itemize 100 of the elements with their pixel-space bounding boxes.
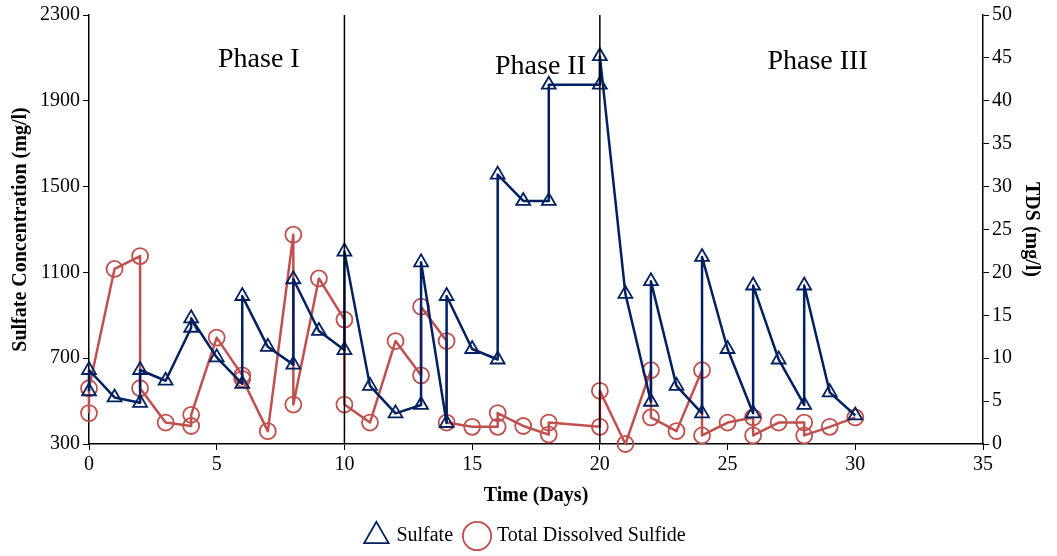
point: [182, 405, 201, 424]
y2-tick-label: 35: [992, 130, 1012, 153]
point: [514, 417, 533, 435]
y2-tick-label: 5: [992, 388, 1002, 411]
point: [259, 337, 276, 352]
point: [694, 248, 710, 262]
y2-tick-label: 50: [992, 2, 1012, 25]
y2-tick-label: 15: [992, 302, 1012, 325]
y-tick-label: 1900: [40, 88, 80, 111]
x-tick-label: 10: [334, 452, 355, 475]
point: [769, 413, 788, 432]
point: [309, 269, 328, 288]
point: [336, 341, 353, 355]
point: [616, 435, 635, 453]
y-tick-label: 1100: [40, 259, 80, 282]
x-tick-label: 5: [211, 452, 222, 475]
point: [234, 287, 251, 301]
point: [131, 379, 149, 398]
y2-axis-title: TDS (mg/l): [1020, 182, 1044, 277]
point: [667, 422, 686, 441]
point: [590, 381, 609, 400]
y2-tick-label: 25: [992, 216, 1012, 239]
point: [413, 253, 429, 268]
point: [437, 413, 456, 432]
point: [821, 383, 838, 398]
point: [80, 404, 98, 423]
point: [693, 426, 711, 445]
point: [285, 270, 302, 285]
y-tick-label: 2300: [40, 2, 80, 25]
point: [386, 332, 405, 350]
point: [643, 392, 659, 407]
point: [131, 247, 149, 265]
point: [464, 340, 480, 354]
point: [592, 47, 608, 62]
point: [770, 350, 787, 365]
point: [438, 414, 455, 428]
point: [795, 426, 814, 445]
point: [208, 348, 225, 363]
point: [81, 361, 97, 375]
annotation: Phase III: [767, 44, 868, 76]
point: [157, 371, 174, 386]
y2-tick-label: 0: [992, 431, 1002, 454]
point: [105, 260, 124, 278]
point: [745, 276, 761, 291]
point: [540, 75, 557, 90]
point: [336, 242, 353, 257]
point: [488, 417, 507, 436]
point: [437, 332, 456, 350]
point: [488, 404, 507, 423]
point: [489, 165, 506, 180]
point: [796, 396, 813, 410]
point: [463, 417, 482, 436]
point: [642, 361, 660, 380]
x-tick-label: 20: [589, 452, 610, 475]
point: [258, 422, 277, 441]
point: [284, 395, 303, 414]
point: [795, 413, 814, 432]
annotation: Phase II: [494, 49, 586, 81]
point: [182, 417, 201, 435]
point: [285, 355, 302, 370]
point: [311, 322, 327, 336]
point: [284, 225, 303, 244]
point: [183, 309, 199, 324]
point: [744, 426, 763, 445]
legend-label: Total Dissolved Sulfide: [497, 523, 686, 546]
y-tick-label: 700: [50, 345, 80, 368]
point: [643, 272, 659, 287]
point: [234, 375, 251, 389]
x-tick-label: 35: [973, 452, 993, 475]
point: [156, 413, 175, 432]
y2-tick-label: 20: [992, 259, 1012, 282]
point: [413, 396, 429, 410]
x-tick-label: 0: [84, 452, 94, 475]
y2-tick-label: 30: [992, 173, 1012, 196]
point: [132, 361, 148, 375]
point: [668, 376, 685, 391]
x-tick-label: 25: [717, 452, 738, 475]
point: [438, 287, 455, 301]
x-axis-title: Time (Days): [483, 483, 589, 507]
point: [540, 192, 557, 206]
y2-tick-label: 40: [992, 88, 1012, 111]
point: [847, 406, 864, 421]
point: [846, 408, 865, 427]
y2-tick-label: 45: [992, 45, 1012, 68]
y2-tick-label: 10: [992, 345, 1012, 368]
point: [592, 75, 608, 90]
annotation: Phase I: [218, 42, 300, 74]
point: [642, 408, 660, 427]
y-tick-label: 1500: [40, 173, 80, 196]
point: [412, 366, 430, 385]
y-axis-title: Sulfate Concentration (mg/l): [8, 107, 32, 352]
point: [590, 417, 609, 436]
y-tick-label: 300: [50, 431, 80, 454]
point: [719, 340, 736, 354]
point: [361, 413, 379, 432]
point: [693, 361, 711, 380]
point: [489, 350, 506, 365]
point: [106, 388, 123, 403]
point: [362, 376, 378, 391]
point: [335, 310, 354, 329]
